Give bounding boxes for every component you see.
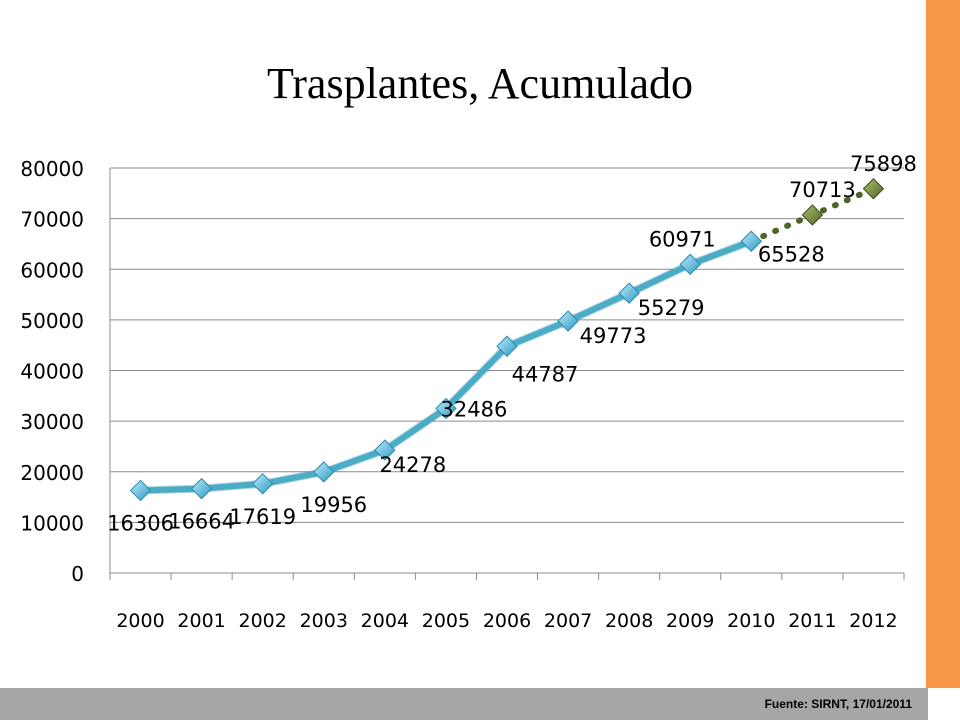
x-tick-label: 2008 xyxy=(605,610,653,632)
accent-bar xyxy=(926,0,960,688)
line-chart: 0 10000 20000 30000 40000 50000 60000 70000 8000… xyxy=(20,152,917,632)
data-marker xyxy=(618,282,640,304)
y-tick-label: 20000 xyxy=(20,461,84,485)
y-tick-label: 50000 xyxy=(20,309,84,333)
data-markers xyxy=(129,178,885,502)
data-marker xyxy=(435,397,457,420)
data-label: 16664 xyxy=(168,510,235,534)
data-label: 44787 xyxy=(512,362,579,386)
x-tick-label: 2001 xyxy=(177,610,225,632)
x-tick-label: 2000 xyxy=(116,610,164,632)
gridlines xyxy=(110,167,904,523)
y-tick-label: 0 xyxy=(71,562,84,586)
data-label: 24278 xyxy=(379,453,446,477)
x-tick-label: 2002 xyxy=(239,610,287,632)
data-marker xyxy=(496,335,518,357)
x-tick-label: 2010 xyxy=(727,610,775,632)
y-tick-label: 40000 xyxy=(20,360,84,384)
x-tick-label: 2006 xyxy=(483,610,531,632)
data-label: 16306 xyxy=(107,511,174,535)
data-marker xyxy=(740,230,763,252)
data-marker xyxy=(129,479,152,502)
y-tick-label: 10000 xyxy=(20,511,84,535)
data-label: 55279 xyxy=(638,296,705,320)
data-marker xyxy=(313,461,335,483)
data-label: 17619 xyxy=(229,505,296,529)
data-label: 70713 xyxy=(789,178,856,202)
footer-bar: Fuente: SIRNT, 17/01/2011 xyxy=(0,688,928,720)
x-tick-label: 2009 xyxy=(666,610,714,632)
y-tick-label: 80000 xyxy=(20,157,84,181)
data-marker xyxy=(679,253,701,276)
data-marker xyxy=(557,310,579,332)
y-tick-label: 30000 xyxy=(20,410,84,434)
data-marker xyxy=(190,477,213,500)
data-label: 75898 xyxy=(850,152,917,176)
projection-marker xyxy=(801,204,824,226)
x-tick-label: 2004 xyxy=(361,610,409,632)
data-label: 49773 xyxy=(580,324,647,348)
x-tick-label: 2012 xyxy=(849,610,897,632)
axes: 0 10000 20000 30000 40000 50000 60000 70000 8000… xyxy=(20,157,905,632)
slide-title: Trasplantes, Acumulado xyxy=(266,59,694,108)
data-marker xyxy=(251,473,274,495)
x-tick-label: 2007 xyxy=(544,610,592,632)
x-tick-label: 2003 xyxy=(300,610,348,632)
y-tick-label: 60000 xyxy=(20,258,84,282)
data-label: 65528 xyxy=(758,242,825,266)
data-label: 60971 xyxy=(649,227,716,251)
data-label: 19956 xyxy=(300,493,367,517)
projection-marker xyxy=(862,178,885,200)
data-marker xyxy=(374,439,396,461)
x-tick-label: 2011 xyxy=(788,610,836,632)
x-tick-label: 2005 xyxy=(422,610,470,632)
data-label: 32486 xyxy=(441,398,508,422)
source-note: Fuente: SIRNT, 17/01/2011 xyxy=(764,697,912,711)
y-tick-label: 70000 xyxy=(20,208,84,232)
